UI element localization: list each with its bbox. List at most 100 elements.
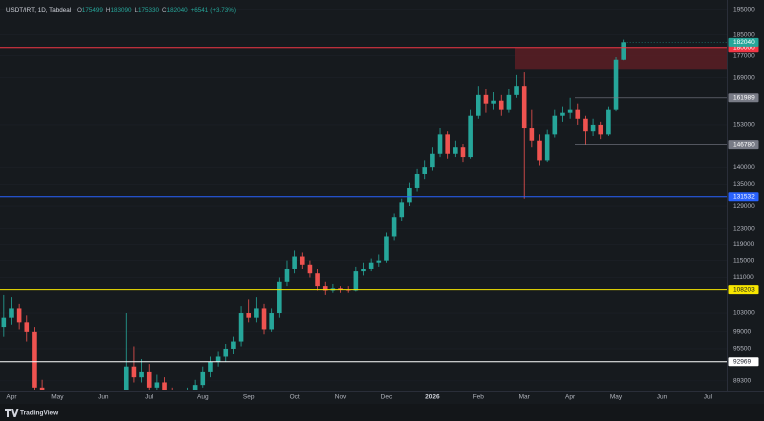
candle-body (254, 308, 259, 318)
candle-body (468, 115, 473, 158)
y-tick-label: 95500 (733, 346, 751, 353)
x-tick-label: Jul (704, 394, 713, 401)
candle-body (16, 308, 22, 323)
y-tick-label: 135000 (733, 181, 755, 188)
price-zone (515, 47, 727, 70)
footer-bar (0, 404, 764, 421)
chart-title: USDT/IRT, 1D, Tabdeal (6, 7, 71, 14)
level-label-bg (728, 192, 759, 202)
change-value: +6541 (191, 7, 209, 14)
candle-body (544, 134, 550, 161)
candle-body (200, 371, 206, 386)
legend-key: H (106, 7, 111, 14)
y-tick-label: 185000 (733, 31, 755, 38)
candle-body (361, 268, 366, 272)
last-price-label-bg (728, 37, 759, 47)
grid (0, 9, 727, 382)
level-label: 161989 (733, 95, 755, 102)
y-tick-label: 115000 (733, 257, 755, 264)
candle-body (322, 286, 328, 291)
candle-body (621, 42, 626, 60)
candle-body (567, 109, 573, 113)
candle-body (307, 264, 313, 274)
candle-body (376, 260, 382, 263)
level-label: 180000 (733, 44, 755, 51)
candle-body (261, 308, 267, 330)
x-tick-label: Mar (519, 394, 531, 401)
candle-body (32, 331, 37, 388)
candle-body (299, 256, 305, 265)
candle-body (422, 167, 428, 174)
candle-body (338, 288, 343, 290)
x-tick-label: Feb (473, 394, 485, 401)
legend-key: C (162, 7, 167, 14)
candle-body (1, 317, 7, 328)
chart-header: USDT/IRT, 1D, Tabdeal O175499 H183090 L175… (6, 7, 236, 14)
candle-body (384, 236, 389, 261)
x-tick-label: May (51, 394, 64, 401)
candle-body (613, 59, 619, 110)
candle-body (315, 273, 320, 287)
level-label: 131532 (733, 194, 755, 201)
candle-body (475, 94, 481, 116)
y-tick-label: 153000 (733, 122, 755, 129)
y-tick-label: 119000 (733, 241, 755, 248)
legend-value: 175499 (82, 7, 104, 14)
candle-body (238, 313, 244, 342)
candle-body (437, 134, 443, 154)
change-percent: (+3.73%) (210, 7, 236, 14)
candle-body (445, 134, 450, 154)
brand-logo: TradingView (5, 409, 59, 417)
logo-mark (5, 409, 19, 417)
candle-body (506, 94, 512, 110)
candle-body (368, 262, 374, 269)
candle-body (231, 341, 236, 349)
x-tick-label: Jun (98, 394, 109, 401)
x-tick-label: Aug (197, 394, 209, 401)
candle-body (154, 382, 160, 388)
candle-body (391, 217, 397, 237)
last-price-label: 182040 (733, 39, 755, 46)
y-tick-label: 140000 (733, 164, 755, 171)
candle-body (430, 153, 435, 168)
y-tick-label: 111000 (733, 274, 754, 281)
candle-body (560, 112, 565, 116)
levels: 180000 131532 108203 92969 161989 146780 18204… (0, 37, 759, 367)
level-label-bg (728, 285, 759, 295)
candle-body (162, 382, 167, 390)
candle-body (552, 115, 558, 135)
legend-key: O (77, 7, 82, 14)
x-tick-label: Jun (657, 394, 668, 401)
y-tick-label: 89300 (733, 378, 751, 385)
y-tick-label: 103000 (733, 310, 755, 317)
candle-body (284, 268, 290, 282)
y-tick-label: 99000 (733, 329, 751, 336)
legend-key: L (134, 7, 138, 14)
level-label-bg (728, 93, 759, 103)
level-label-bg (728, 140, 759, 150)
y-tick-label: 177000 (733, 52, 755, 59)
candle-body (208, 361, 213, 372)
candle-body (521, 86, 527, 129)
y-tick-label: 129000 (733, 203, 755, 210)
legend-value: 175330 (138, 7, 160, 14)
x-tick-label: Nov (335, 394, 347, 401)
x-tick-label: Sep (243, 394, 255, 401)
candle-body (537, 140, 542, 161)
candle-body (215, 356, 221, 362)
x-tick-label: Apr (565, 394, 576, 401)
candle-body (39, 387, 45, 390)
legend-value: 182040 (167, 7, 189, 14)
candle-body (453, 147, 458, 154)
y-tick-label: 123000 (733, 225, 755, 232)
candle-body (131, 366, 137, 378)
candle-body (139, 371, 144, 378)
candle-body (223, 348, 229, 357)
y-tick-label: 195000 (733, 6, 755, 13)
candle-body (491, 100, 496, 104)
candle-body (24, 322, 30, 332)
level-label: 108203 (733, 286, 755, 293)
candle-body (414, 173, 420, 188)
